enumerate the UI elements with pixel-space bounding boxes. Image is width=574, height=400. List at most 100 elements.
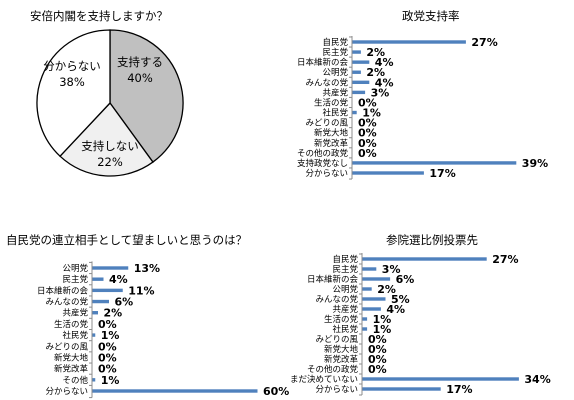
category-label: 自民党 [332, 254, 358, 265]
category-label: その他の政党 [307, 364, 359, 375]
category-label: みんなの党 [45, 297, 88, 308]
value-label: 2% [366, 66, 385, 79]
bar-0 [352, 40, 466, 44]
value-label: 1% [373, 323, 392, 336]
bar-2 [352, 60, 370, 64]
category-label: 新党大地 [324, 344, 359, 355]
value-label: 4% [375, 56, 394, 69]
value-label: 4% [375, 76, 394, 89]
category-label: 民主党 [62, 274, 88, 285]
category-label: 民主党 [332, 264, 358, 275]
value-label: 17% [429, 167, 455, 180]
category-label: 新党大地 [314, 128, 349, 139]
category-label: 社民党 [332, 324, 358, 335]
value-label: 11% [128, 284, 154, 297]
value-label: 2% [366, 46, 385, 59]
category-label: 日本維新の会 [297, 57, 349, 68]
bar-4 [92, 311, 98, 315]
pie-slice-label: 支持する [117, 55, 163, 69]
pie-slice-2 [36, 29, 111, 158]
category-label: 共産党 [62, 308, 88, 319]
value-label: 1% [101, 329, 120, 342]
value-label: 27% [492, 253, 518, 266]
category-label: 共産党 [332, 304, 358, 315]
bar-1 [362, 267, 377, 271]
bar-11 [92, 389, 258, 393]
category-label: 生活の党 [314, 97, 349, 108]
pie-slice-0 [109, 29, 184, 163]
value-label: 1% [373, 313, 392, 326]
value-label: 60% [263, 385, 289, 398]
value-label: 17% [446, 383, 472, 396]
bar-6 [92, 333, 96, 337]
value-label: 0% [368, 363, 387, 376]
category-label: 共産党 [322, 87, 348, 98]
value-label: 0% [98, 340, 117, 353]
category-label: 社民党 [62, 330, 88, 341]
bar-4 [362, 297, 386, 301]
bar-5 [352, 90, 366, 95]
bar-12 [352, 161, 517, 165]
value-label: 6% [396, 273, 415, 286]
category-label: 自民党 [322, 37, 348, 48]
bar-5 [362, 307, 381, 311]
coalition-partner-title: 自民党の連立相手として望ましいと思うのは？ [6, 233, 248, 247]
category-label: みどりの風 [45, 342, 88, 352]
bar-10 [92, 378, 96, 382]
category-label: 新党改革 [324, 354, 359, 365]
category-label: 日本維新の会 [307, 274, 359, 285]
bar-0 [92, 266, 129, 270]
value-label: 0% [358, 147, 377, 160]
category-label: 新党大地 [54, 352, 89, 363]
category-label: まだ決めていない [290, 374, 358, 385]
category-label: 社民党 [322, 108, 348, 119]
bar-4 [352, 80, 370, 85]
value-label: 1% [362, 107, 381, 120]
value-label: 0% [98, 318, 117, 331]
party-support-title: 政党支持率 [402, 9, 460, 23]
category-label: 公明党 [322, 67, 348, 78]
value-label: 5% [391, 293, 410, 306]
value-label: 1% [101, 374, 120, 387]
bar-1 [352, 50, 361, 54]
bar-7 [352, 110, 357, 115]
category-label: 分からない [45, 387, 88, 397]
category-label: 民主党 [322, 47, 348, 58]
bar-3 [352, 70, 361, 74]
category-label: 生活の党 [324, 314, 359, 325]
value-label: 0% [358, 96, 377, 109]
category-label: みどりの風 [305, 119, 348, 129]
value-label: 2% [104, 307, 123, 320]
bar-7 [362, 327, 368, 331]
category-label: 分からない [305, 169, 348, 179]
category-label: みんなの党 [315, 294, 358, 305]
category-label: 分からない [315, 385, 358, 395]
category-label: 公明党 [332, 284, 358, 295]
pie-slice-label: 分からない [43, 59, 101, 73]
bar-0 [362, 257, 487, 261]
value-label: 0% [368, 333, 387, 346]
category-label: 日本維新の会 [37, 285, 89, 296]
bar-6 [362, 317, 368, 321]
value-label: 4% [386, 303, 405, 316]
value-label: 34% [524, 373, 550, 386]
value-label: 0% [98, 363, 117, 376]
value-label: 3% [371, 86, 390, 99]
pie-chart-title: 安倍内閣を支持しますか？ [30, 9, 168, 23]
bar-1 [92, 277, 104, 281]
category-label: 公明党 [62, 263, 88, 274]
pie-slice-percent: 40% [127, 71, 153, 85]
category-label: 生活の党 [54, 319, 89, 330]
category-label: 支持政党なし [297, 158, 348, 169]
value-label: 6% [115, 296, 134, 309]
category-label: みどりの風 [315, 335, 358, 345]
bar-13 [362, 387, 441, 391]
value-label: 4% [109, 273, 128, 286]
bar-3 [362, 287, 372, 291]
value-label: 0% [358, 127, 377, 140]
bar-2 [92, 288, 123, 293]
category-label: その他 [62, 375, 88, 386]
pie-slice-1 [59, 101, 154, 177]
category-label: 新党改革 [54, 364, 89, 375]
